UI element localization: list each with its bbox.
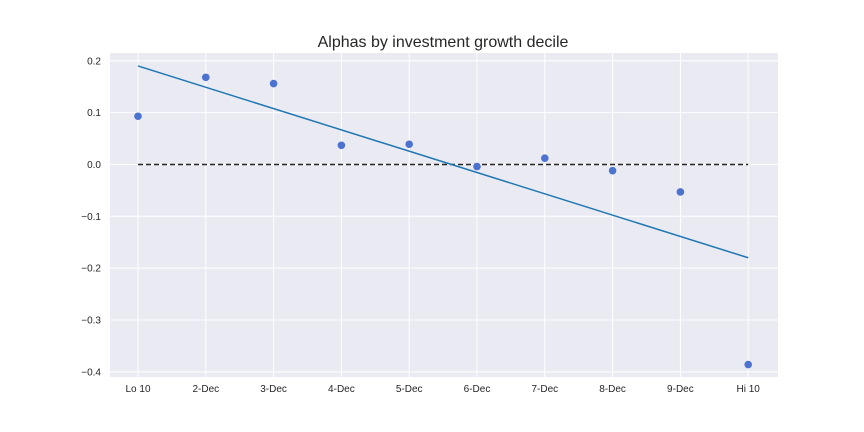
- plot-area: [110, 53, 778, 377]
- data-point: [541, 154, 549, 163]
- x-tick-label: 5-Dec: [396, 384, 423, 395]
- x-tick-label: 3-Dec: [260, 384, 287, 395]
- trend-line: [137, 65, 749, 259]
- x-tick-label: 9-Dec: [667, 384, 694, 395]
- data-point: [337, 141, 346, 150]
- data-point: [676, 188, 685, 196]
- data-point: [608, 166, 617, 175]
- y-tick-label: 0.0: [87, 160, 101, 171]
- x-tick-label: 4-Dec: [328, 384, 355, 395]
- x-axis-ticks: Lo 10 2-Dec 3-Dec 4-Dec 5-Dec 6-Dec 7-Dec 8-Dec…: [125, 384, 760, 395]
- x-tick-label: 7-Dec: [531, 384, 558, 395]
- y-tick-label: 0.2: [87, 56, 101, 67]
- y-tick-label: −0.1: [81, 212, 101, 223]
- data-point: [202, 73, 210, 82]
- y-tick-label: −0.2: [81, 264, 101, 275]
- x-tick-label: 2-Dec: [192, 384, 219, 395]
- x-tick-label: 6-Dec: [464, 384, 491, 395]
- x-tick-label: Hi 10: [737, 384, 761, 395]
- y-tick-label: −0.4: [81, 367, 101, 378]
- data-point: [269, 79, 278, 88]
- data-point: [405, 140, 414, 149]
- data-point: [473, 162, 481, 171]
- y-tick-label: −0.3: [81, 315, 101, 326]
- y-tick-label: 0.1: [87, 108, 101, 119]
- lines: [137, 65, 749, 259]
- x-tick-label: 8-Dec: [599, 384, 626, 395]
- data-points: [134, 73, 752, 369]
- data-point: [134, 112, 142, 121]
- data-point: [744, 360, 752, 369]
- chart-title: Alphas by investment growth decile: [318, 34, 569, 51]
- y-axis-ticks: 0.2 0.1 0.0 −0.1 −0.2 −0.3 −0.4: [81, 56, 101, 378]
- x-tick-label: Lo 10: [125, 384, 150, 395]
